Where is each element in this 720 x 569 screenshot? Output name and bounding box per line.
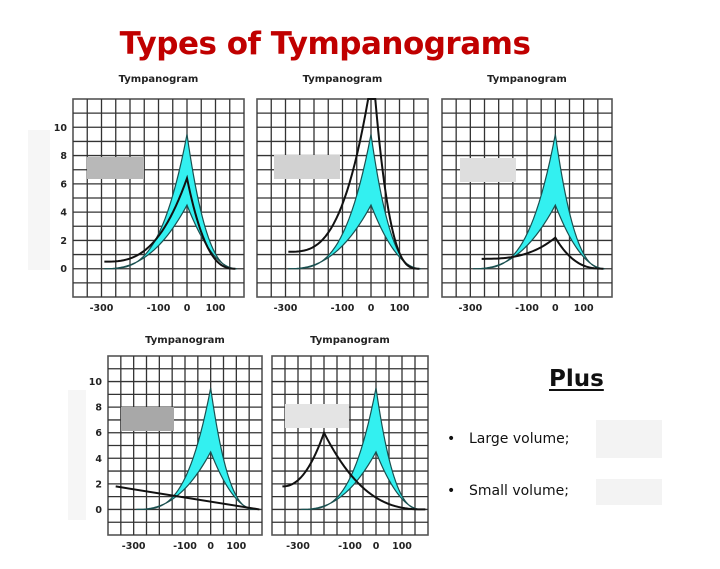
hidden-label-box[interactable] [460, 158, 516, 182]
background-band [68, 390, 86, 520]
plus-heading: Plus [549, 366, 604, 392]
x-tick-label: -300 [90, 303, 114, 314]
normal-range-band [473, 134, 605, 270]
normal-range-band [104, 134, 237, 270]
x-tick-label: -300 [122, 541, 146, 552]
measured-curve [115, 485, 260, 511]
y-tick-label: 2 [60, 236, 67, 247]
y-tick-label: 4 [95, 454, 102, 465]
x-tick-label: 0 [368, 303, 375, 314]
panel-3-title: Tympanogram [487, 74, 567, 85]
hidden-label-box[interactable] [274, 155, 340, 179]
x-tick-label: 0 [373, 541, 380, 552]
panel-5: -300 -100 0 100 [271, 355, 429, 552]
y-tick-label: 4 [60, 208, 67, 219]
x-tick-label: 100 [206, 303, 226, 314]
x-tick-label: -100 [331, 303, 355, 314]
small-volume-label: Small volume; [469, 483, 569, 499]
hidden-label-box[interactable] [87, 157, 144, 179]
panel-2-title: Tympanogram [302, 74, 383, 85]
x-tick-label: -100 [515, 303, 539, 314]
hidden-label-box[interactable] [285, 404, 349, 428]
large-volume-item: • Large volume; [447, 431, 569, 447]
small-volume-answer-box[interactable] [596, 479, 662, 505]
measured-curve [104, 174, 236, 270]
x-tick-label: -300 [274, 303, 298, 314]
x-tick-label: 0 [207, 541, 214, 552]
measured-curve [288, 98, 420, 270]
grid-lines [73, 99, 244, 297]
y-tick-label: 0 [60, 264, 67, 275]
panel-1-title: Tympanogram [118, 74, 199, 85]
normal-range-band [288, 134, 421, 270]
y-tick-label: 6 [60, 179, 67, 190]
panel-2: -300 -100 0 100 [256, 98, 429, 314]
small-volume-item: • Small volume; [447, 483, 569, 499]
x-tick-label: -300 [286, 541, 310, 552]
panel-4: -300 -100 0 100 0 2 4 6 8 10 [89, 355, 263, 552]
measured-curve [282, 430, 426, 511]
grid-lines [442, 99, 612, 297]
y-tick-label: 10 [54, 123, 68, 134]
panel-1: -300 -100 0 100 0 2 4 6 8 10 [54, 98, 245, 314]
measured-curve [481, 236, 604, 270]
y-tick-label: 2 [95, 479, 102, 490]
bullet-icon: • [447, 431, 456, 447]
x-tick-label: 100 [390, 303, 410, 314]
page-title: Types of Tympanograms [119, 26, 531, 62]
y-tick-label: 10 [89, 377, 103, 388]
x-tick-label: -100 [338, 541, 362, 552]
hidden-label-box[interactable] [121, 407, 174, 431]
x-tick-label: 100 [574, 303, 594, 314]
x-tick-label: 100 [392, 541, 412, 552]
large-volume-answer-box[interactable] [596, 420, 662, 458]
x-tick-label: -100 [147, 303, 171, 314]
x-tick-label: 100 [226, 541, 246, 552]
large-volume-label: Large volume; [469, 431, 570, 447]
bullet-icon: • [447, 483, 456, 499]
x-tick-label: 0 [552, 303, 559, 314]
x-tick-label: -100 [173, 541, 197, 552]
y-tick-label: 0 [95, 505, 102, 516]
y-tick-label: 8 [95, 403, 102, 414]
background-band [28, 130, 50, 270]
y-tick-label: 6 [95, 428, 102, 439]
panel-5-title: Tympanogram [310, 335, 390, 346]
panel-4-title: Tympanogram [145, 335, 225, 346]
panel-3: -300 -100 0 100 [441, 98, 613, 314]
x-tick-label: 0 [184, 303, 191, 314]
x-tick-label: -300 [458, 303, 482, 314]
y-tick-label: 8 [60, 151, 67, 162]
